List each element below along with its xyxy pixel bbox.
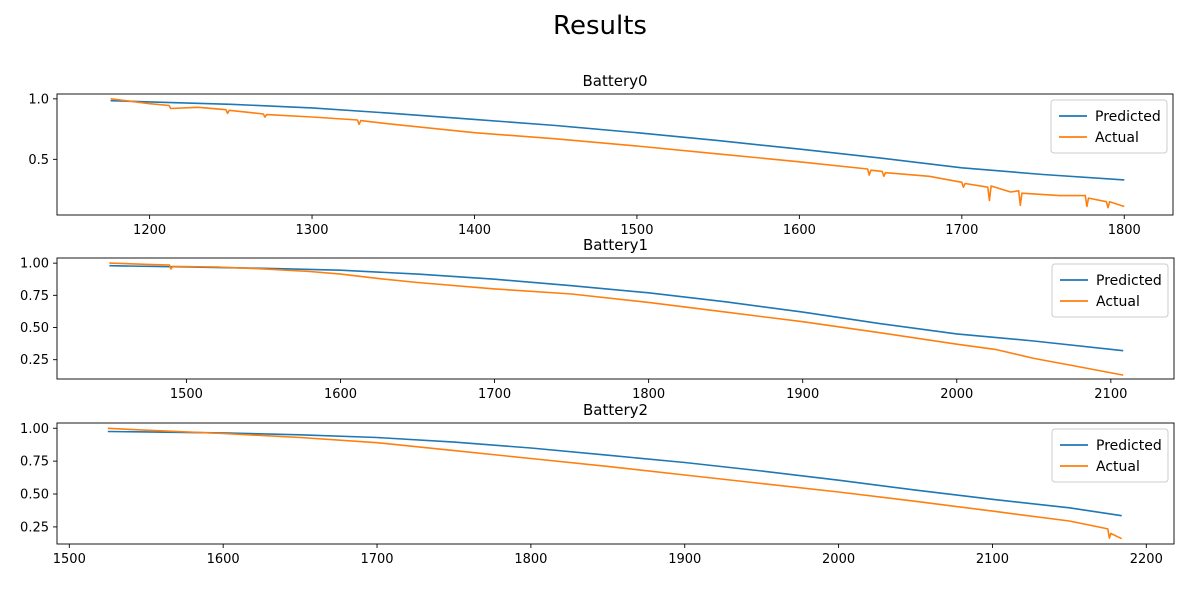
legend: Predicted Actual — [1051, 428, 1169, 483]
panels-container: Battery0 1200 1300 1400 1500 1600 1700 1800 0.5 1… — [20, 72, 1175, 567]
panel-0: Battery0 1200 1300 1400 1500 1600 1700 1800 0.5 1… — [28, 72, 1174, 238]
series-line-predicted — [107, 430, 1122, 517]
series-group — [110, 98, 1125, 209]
legend-label-predicted: Predicted — [1096, 273, 1162, 289]
legend-label-predicted: Predicted — [1095, 109, 1161, 125]
x-tick-label: 2000 — [822, 552, 855, 567]
x-tick-label: 1900 — [786, 387, 819, 402]
series-line-actual — [110, 98, 1125, 209]
legend-label-actual: Actual — [1096, 294, 1140, 310]
x-tick-label: 2000 — [940, 387, 973, 402]
y-tick-label: 1.0 — [28, 92, 49, 107]
figure-title: Results — [553, 11, 647, 41]
x-tick-label: 1200 — [133, 223, 166, 238]
y-tick-label: 0.75 — [20, 455, 49, 470]
x-tick-label: 1600 — [783, 223, 816, 238]
y-tick-label: 0.50 — [20, 321, 49, 336]
x-tick-label: 1500 — [620, 223, 653, 238]
x-tick-label: 1700 — [360, 552, 393, 567]
series-line-predicted — [109, 264, 1124, 352]
x-tick-label: 1400 — [458, 223, 491, 238]
x-tick-label: 1700 — [945, 223, 978, 238]
panel-2: Battery2 1500 1600 1700 1800 1900 2000 2100 2200… — [20, 401, 1175, 567]
series-group — [109, 262, 1124, 376]
legend-box — [1051, 263, 1169, 318]
legend-label-actual: Actual — [1096, 459, 1140, 475]
series-line-actual — [107, 427, 1123, 540]
x-tick-label: 1900 — [668, 552, 701, 567]
y-tick-label: 1.00 — [20, 422, 49, 437]
panel-title: Battery2 — [583, 401, 648, 419]
legend-box — [1051, 428, 1169, 483]
x-tick-label: 1300 — [295, 223, 328, 238]
y-tick-label: 0.25 — [20, 353, 49, 368]
series-group — [107, 427, 1123, 540]
axes-frame — [56, 422, 1175, 545]
axes-frame — [56, 93, 1174, 216]
legend: Predicted Actual — [1051, 263, 1169, 318]
legend-label-actual: Actual — [1095, 130, 1139, 146]
x-tick-label: 1800 — [632, 387, 665, 402]
panel-title: Battery0 — [582, 72, 647, 90]
x-tick-label: 1600 — [207, 552, 240, 567]
legend-box — [1050, 99, 1168, 154]
y-tick-label: 0.5 — [28, 153, 49, 168]
legend-label-predicted: Predicted — [1096, 438, 1162, 454]
y-tick-label: 1.00 — [20, 257, 49, 272]
x-tick-label: 2200 — [1130, 552, 1163, 567]
legend: Predicted Actual — [1050, 99, 1168, 154]
y-tick-label: 0.50 — [20, 488, 49, 503]
x-tick-label: 1800 — [1108, 223, 1141, 238]
x-tick-label: 1500 — [53, 552, 86, 567]
y-tick-label: 0.25 — [20, 520, 49, 535]
x-tick-label: 1800 — [514, 552, 547, 567]
x-tick-label: 1600 — [324, 387, 357, 402]
y-tick-label: 0.75 — [20, 289, 49, 304]
panel-1: Battery1 1500 1600 1700 1800 1900 2000 2100 0.25… — [20, 236, 1175, 402]
panel-title: Battery1 — [583, 236, 648, 254]
x-tick-label: 1500 — [170, 387, 203, 402]
x-tick-label: 2100 — [976, 552, 1009, 567]
x-tick-label: 2100 — [1094, 387, 1127, 402]
series-line-actual — [109, 262, 1124, 376]
x-tick-label: 1700 — [478, 387, 511, 402]
axes-frame — [56, 257, 1175, 380]
series-line-predicted — [110, 99, 1125, 181]
